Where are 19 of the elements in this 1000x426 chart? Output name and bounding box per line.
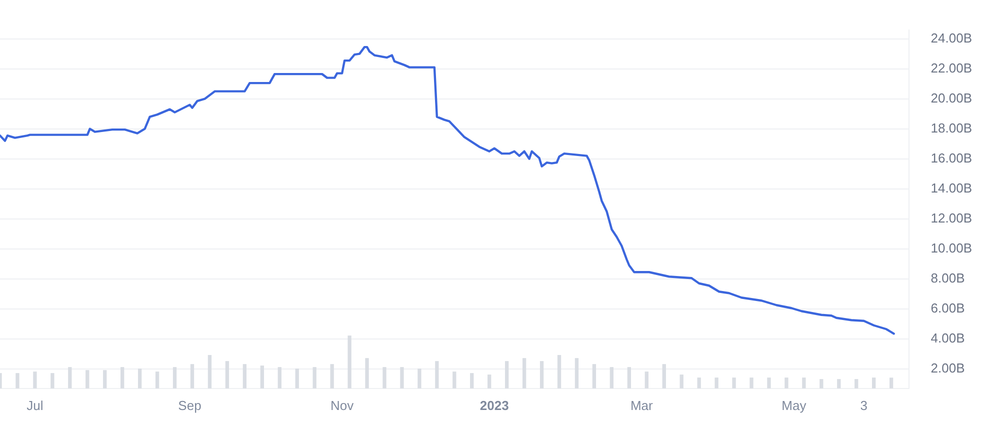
x-tick-label: May <box>782 398 807 413</box>
y-tick-label: 12.00B <box>930 210 972 226</box>
x-tick-label: 2023 <box>480 398 509 413</box>
y-tick-label: 18.00B <box>930 120 972 136</box>
y-tick-label: 20.00B <box>930 90 972 106</box>
y-tick-label: 8.00B <box>930 270 965 286</box>
x-tick-label: Nov <box>330 398 354 413</box>
x-tick-label: Sep <box>178 398 202 413</box>
y-tick-label: 4.00B <box>930 330 965 346</box>
y-tick-label: 2.00B <box>930 360 965 376</box>
x-tick-label: 3 <box>860 398 868 413</box>
y-tick-label: 10.00B <box>930 240 972 256</box>
y-tick-label: 22.00B <box>930 60 972 76</box>
y-tick-label: 16.00B <box>930 150 972 166</box>
x-tick-label: Jul <box>26 398 44 413</box>
y-tick-label: 24.00B <box>930 30 972 46</box>
y-tick-label: 14.00B <box>930 180 972 196</box>
y-tick-label: 6.00B <box>930 300 965 316</box>
x-tick-label: Mar <box>630 398 654 413</box>
